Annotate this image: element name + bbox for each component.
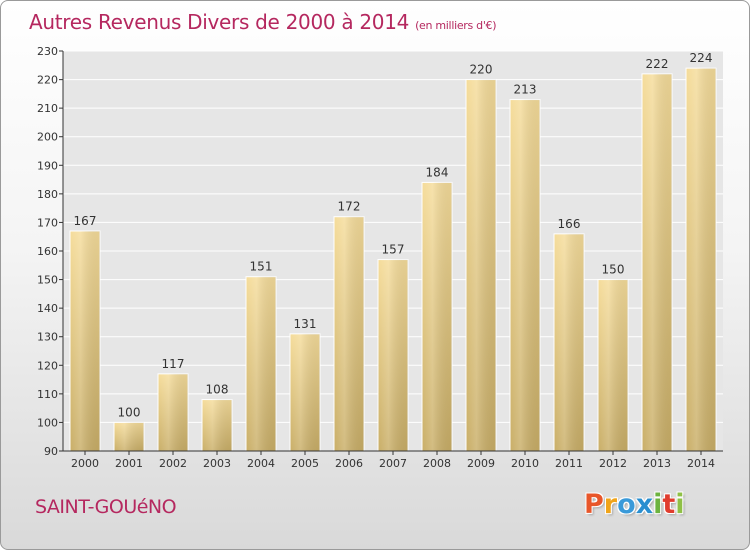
y-tick-label: 230 [37, 45, 58, 58]
logo-letter: i [653, 489, 663, 520]
x-tick-label: 2009 [467, 457, 495, 470]
bar-value-label: 166 [558, 217, 581, 231]
chart-title: Autres Revenus Divers de 2000 à 2014 (en … [29, 10, 497, 34]
x-tick-label: 2004 [247, 457, 275, 470]
y-tick-label: 120 [37, 359, 58, 372]
bar-value-label: 184 [426, 165, 449, 179]
bar-value-label: 224 [690, 51, 713, 65]
y-tick-label: 180 [37, 188, 58, 201]
bars [69, 67, 717, 452]
chart-title-text: Autres Revenus Divers de 2000 à 2014 [29, 10, 410, 34]
y-tick-label: 200 [37, 131, 58, 144]
bar-value-label: 157 [382, 243, 405, 257]
bar-value-label: 220 [470, 63, 493, 77]
bar-shine [334, 216, 364, 451]
logo-letter: i [675, 489, 685, 520]
bar-shine [202, 399, 232, 451]
y-tick-label: 100 [37, 416, 58, 429]
x-tick-label: 2005 [291, 457, 319, 470]
bar-shine [598, 279, 628, 451]
x-tick-label: 2003 [203, 457, 231, 470]
y-tick-label: 150 [37, 274, 58, 287]
bar-shine [686, 68, 716, 452]
bar-value-labels: 167 100 117 108 151 131 172 157 184 220 213 166 150 2… [74, 51, 713, 419]
bar-value-label: 151 [250, 260, 273, 274]
logo-letter: x [635, 489, 654, 520]
proxiti-logo: Proxiti [584, 489, 685, 520]
bar-shine [466, 79, 496, 452]
x-tick-label: 2001 [115, 457, 143, 470]
x-tick-label: 2014 [687, 457, 715, 470]
y-tick-label: 170 [37, 216, 58, 229]
logo-letter: t [662, 489, 676, 520]
x-tick-label: 2000 [71, 457, 99, 470]
x-tick-label: 2012 [599, 457, 627, 470]
bar-value-label: 100 [118, 405, 141, 419]
y-tick-label: 90 [44, 445, 58, 458]
bar-shine [642, 73, 672, 451]
bar-value-label: 213 [514, 83, 537, 97]
bar-value-label: 150 [602, 263, 625, 277]
bar-value-label: 167 [74, 214, 97, 228]
x-tick-label: 2006 [335, 457, 363, 470]
y-tick-label: 110 [37, 388, 58, 401]
x-tick-label: 2013 [643, 457, 671, 470]
bar-shine [510, 99, 540, 452]
x-tick-label: 2008 [423, 457, 451, 470]
bar-shine [114, 422, 144, 451]
bar-value-label: 108 [206, 383, 229, 397]
y-tick-label: 160 [37, 245, 58, 258]
x-tick-label: 2007 [379, 457, 407, 470]
bar-value-label: 131 [294, 317, 317, 331]
logo-letter: o [617, 489, 636, 520]
bar-value-label: 117 [162, 357, 185, 371]
bar-value-label: 172 [338, 200, 361, 214]
bar-shine [422, 182, 452, 451]
bar-shine [158, 373, 188, 451]
y-tick-label: 140 [37, 302, 58, 315]
y-tick-label: 220 [37, 74, 58, 87]
bar-shine [246, 276, 276, 451]
bar-shine [70, 231, 100, 451]
logo-letter: P [584, 489, 604, 520]
y-axis: 90 100 110 120 130 140 150 160 170 180 190 200 210 22… [37, 45, 64, 458]
x-tick-label: 2010 [511, 457, 539, 470]
y-tick-label: 130 [37, 331, 58, 344]
bar-shine [378, 259, 408, 451]
bar-shine [554, 233, 584, 451]
y-tick-label: 190 [37, 159, 58, 172]
logo-letter: r [603, 489, 618, 520]
x-tick-label: 2002 [159, 457, 187, 470]
x-axis: 2000 2001 2002 2003 2004 2005 2006 2007 2008 2009… [63, 450, 723, 470]
bar-shine [290, 333, 320, 451]
bar-value-label: 222 [646, 57, 669, 71]
commune-name: SAINT-GOUéNO [35, 496, 177, 518]
y-tick-label: 210 [37, 102, 58, 115]
chart-subtitle: (en milliers d'€) [415, 19, 497, 32]
x-tick-label: 2011 [555, 457, 583, 470]
